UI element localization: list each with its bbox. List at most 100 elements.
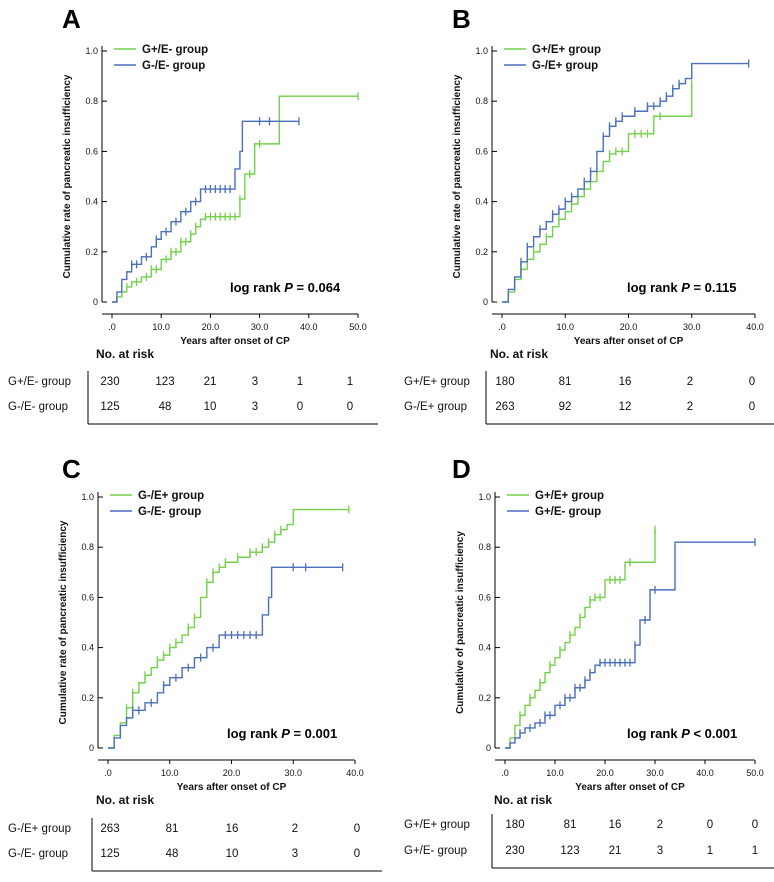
x-tick-label: 30.0 — [683, 322, 701, 332]
risk-cell: 1 — [347, 376, 353, 388]
x-tick-label: 10.0 — [556, 322, 574, 332]
risk-table-title: No. at risk — [494, 793, 552, 807]
y-tick-label: 1.0 — [478, 492, 491, 502]
y-tick-label: 0.8 — [478, 542, 491, 552]
y-tick-label: 0.2 — [478, 693, 491, 703]
y-tick-label: 0 — [89, 743, 94, 753]
legend-label: G-/E- group — [142, 60, 205, 72]
annotation-prefix: log rank — [230, 280, 284, 295]
x-tick-label: 40.0 — [300, 322, 318, 332]
y-tick-label: 1.0 — [81, 492, 94, 502]
risk-cell: 21 — [204, 376, 217, 388]
risk-cell: 16 — [609, 819, 622, 831]
y-tick-label: 0.8 — [85, 96, 98, 106]
legend-label: G-/E+ group — [138, 490, 204, 502]
series-line-G-/E+ group — [108, 508, 349, 749]
legend-label: G+/E- group — [535, 506, 601, 518]
panel-c: C 0 0.2 0.4 0.6 0.8 1.0 .0 10.0 20.0 30.0 40.0 Cumul… — [8, 454, 382, 872]
y-axis-label: Cumulative rate of pancreatic insufficie… — [452, 74, 463, 278]
risk-table-title: No. at risk — [96, 793, 154, 807]
risk-cell: 2 — [687, 401, 693, 413]
annotation-p: P — [681, 726, 690, 741]
risk-cell: 123 — [560, 845, 579, 857]
risk-cell: 263 — [100, 823, 119, 835]
annotation-p: P — [681, 280, 690, 295]
risk-cell: 10 — [226, 848, 239, 860]
x-tick-label: 50.0 — [746, 768, 764, 778]
risk-cell: 0 — [347, 401, 353, 413]
annotation-prefix: log rank — [627, 280, 681, 295]
legend-label: G+/E- group — [142, 44, 208, 56]
x-tick-label: 20.0 — [202, 322, 220, 332]
risk-table-title: No. at risk — [490, 347, 548, 361]
x-tick-label: 10.0 — [152, 322, 170, 332]
risk-cell: 92 — [559, 401, 572, 413]
risk-cell: 81 — [559, 376, 572, 388]
x-tick-label: 30.0 — [284, 768, 302, 778]
risk-cell: 16 — [619, 376, 632, 388]
x-tick-label: .0 — [498, 322, 506, 332]
y-tick-label: 0.8 — [81, 542, 94, 552]
annotation-prefix: log rank — [627, 726, 681, 741]
y-tick-label: 0.2 — [475, 247, 488, 257]
risk-cell: 3 — [252, 376, 258, 388]
risk-cell: 125 — [100, 848, 119, 860]
panel-d: D 0 0.2 0.4 0.6 0.8 1.0 .0 10.0 20.0 30.0 40.0 50.0 C… — [404, 454, 774, 869]
x-tick-label: 20.0 — [223, 768, 241, 778]
series-line-G-/E- group — [108, 566, 343, 749]
y-axis-label: Cumulative of pancreatic insufficiency — [455, 531, 466, 714]
x-tick-label: 30.0 — [646, 768, 664, 778]
annotation-value: = 0.001 — [290, 726, 337, 741]
y-tick-label: 0.8 — [475, 96, 488, 106]
y-tick-label: 0.4 — [85, 197, 98, 207]
risk-cell: 3 — [292, 848, 298, 860]
risk-cell: 16 — [226, 823, 239, 835]
risk-cell: 0 — [354, 823, 360, 835]
risk-row-label: G+/E+ group — [404, 819, 470, 831]
y-tick-label: 0.6 — [478, 592, 491, 602]
x-tick-label: 40.0 — [346, 768, 364, 778]
risk-cell: 230 — [505, 845, 524, 857]
risk-cell: 0 — [752, 819, 758, 831]
risk-row-label: G+/E- group — [404, 845, 467, 857]
risk-row-label: G-/E+ group — [8, 823, 71, 835]
risk-cell: 230 — [100, 376, 119, 388]
panel-letter: D — [452, 454, 471, 484]
risk-cell: 0 — [749, 401, 755, 413]
series-line-G+/E+ group — [502, 82, 693, 303]
annotation-p: P — [281, 726, 290, 741]
risk-cell: 0 — [749, 376, 755, 388]
panel-letter: A — [62, 4, 81, 34]
x-tick-label: 30.0 — [251, 322, 269, 332]
risk-cell: 2 — [657, 819, 663, 831]
series-line-G+/E- group — [112, 95, 358, 303]
x-axis-label: Years after onset of CP — [180, 336, 290, 347]
x-tick-label: 10.0 — [546, 768, 564, 778]
risk-cell: 12 — [619, 401, 632, 413]
series-line-G+/E- group — [505, 541, 755, 749]
risk-cell: 81 — [564, 819, 577, 831]
x-axis-label: Years after onset of CP — [575, 782, 685, 793]
panel-a: A 0 0.2 0.4 0.6 0.8 1.0 .0 10.0 20.0 30.0 40.0 50.0 C… — [8, 4, 378, 425]
risk-cell: 2 — [292, 823, 298, 835]
log-rank-annotation: log rank P = 0.064 — [230, 280, 341, 295]
risk-cell: 180 — [505, 819, 524, 831]
risk-cell: 125 — [100, 401, 119, 413]
panel-b: B 0 0.2 0.4 0.6 0.8 1.0 .0 10.0 20.0 30.0 40.0 Cumul… — [404, 4, 774, 425]
x-tick-label: 40.0 — [696, 768, 714, 778]
risk-cell: 0 — [354, 848, 360, 860]
x-tick-label: .0 — [108, 322, 116, 332]
series-line-G-/E- group — [112, 120, 299, 303]
y-tick-label: 0.2 — [81, 693, 94, 703]
y-tick-label: 1.0 — [475, 46, 488, 56]
risk-cell: 263 — [495, 401, 514, 413]
y-tick-label: 0 — [486, 743, 491, 753]
y-tick-label: 0.4 — [478, 643, 491, 653]
y-axis-label: Cumulative rate of pancreatic insufficie… — [62, 74, 73, 278]
y-tick-label: 0 — [483, 297, 488, 307]
risk-cell: 180 — [495, 376, 514, 388]
log-rank-annotation: log rank P = 0.001 — [227, 726, 337, 741]
risk-cell: 21 — [609, 845, 622, 857]
y-tick-label: 0 — [93, 297, 98, 307]
legend-label: G+/E+ group — [535, 490, 604, 502]
